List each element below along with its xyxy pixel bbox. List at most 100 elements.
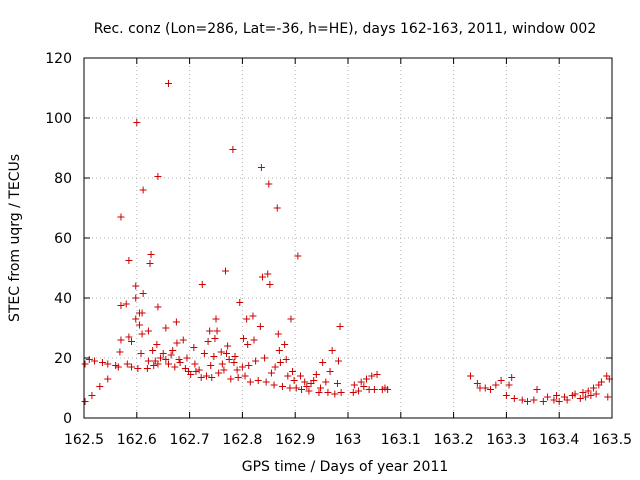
y-axis-label: STEC from uqrg / TECUs xyxy=(7,154,23,322)
data-point xyxy=(245,362,253,369)
data-point xyxy=(315,389,323,396)
data-point xyxy=(125,333,133,341)
data-point xyxy=(571,390,579,398)
data-point xyxy=(85,356,93,363)
data-point xyxy=(159,350,167,357)
x-tick-label: 162.7 xyxy=(170,432,210,448)
data-point xyxy=(220,366,228,374)
data-point xyxy=(252,357,260,365)
data-point xyxy=(154,173,162,180)
data-point xyxy=(211,335,219,342)
data-point xyxy=(192,368,200,375)
data-point xyxy=(505,381,513,389)
data-point xyxy=(162,324,170,332)
y-tick-label: 80 xyxy=(54,171,72,187)
data-point xyxy=(331,390,339,398)
data-point xyxy=(137,350,145,357)
data-point xyxy=(117,302,125,309)
data-point xyxy=(157,354,165,362)
y-tick-label: 100 xyxy=(45,111,72,127)
data-point xyxy=(197,374,205,381)
data-point xyxy=(98,359,106,366)
data-point xyxy=(290,377,298,384)
data-point xyxy=(175,356,183,363)
data-point xyxy=(384,386,392,393)
data-point xyxy=(481,384,489,392)
data-point xyxy=(128,338,136,345)
data-point xyxy=(355,387,363,395)
data-point xyxy=(357,378,365,386)
x-tick-label: 162.6 xyxy=(117,432,157,448)
data-point xyxy=(198,281,206,288)
data-point xyxy=(305,387,313,395)
data-point xyxy=(81,398,89,405)
data-point xyxy=(208,374,216,381)
data-point xyxy=(187,371,195,378)
data-point xyxy=(241,372,249,380)
data-point xyxy=(555,398,563,405)
y-tick-label: 60 xyxy=(54,231,72,247)
data-point xyxy=(139,290,147,297)
data-point xyxy=(164,360,172,368)
data-point xyxy=(487,386,495,393)
data-point xyxy=(150,362,158,369)
data-point xyxy=(533,386,541,393)
data-point xyxy=(265,180,273,188)
data-point xyxy=(179,336,187,344)
data-point xyxy=(310,377,318,384)
data-point xyxy=(286,384,294,392)
data-point xyxy=(250,336,258,344)
data-point xyxy=(584,387,592,395)
data-point xyxy=(104,360,112,368)
data-point xyxy=(510,395,518,402)
data-point xyxy=(239,335,247,342)
data-point xyxy=(132,315,140,323)
data-point xyxy=(138,309,146,317)
y-tick-label: 0 xyxy=(63,411,72,427)
data-point xyxy=(275,347,283,354)
data-point xyxy=(267,369,275,377)
x-tick-label: 163.1 xyxy=(381,432,421,448)
data-point xyxy=(373,371,381,378)
x-tick-label: 162.9 xyxy=(275,432,315,448)
data-point xyxy=(210,353,218,360)
data-point xyxy=(144,327,152,335)
data-point xyxy=(123,360,131,368)
data-point xyxy=(604,393,612,401)
data-point xyxy=(317,384,325,392)
data-point xyxy=(207,362,215,369)
data-point xyxy=(334,357,342,365)
x-tick-label: 162.5 xyxy=(64,432,104,448)
data-point xyxy=(502,392,510,399)
data-point xyxy=(590,384,598,392)
data-point xyxy=(154,303,162,311)
y-tick-label: 120 xyxy=(45,51,72,67)
data-point xyxy=(298,386,306,393)
data-point xyxy=(597,378,605,386)
data-point xyxy=(229,146,237,153)
data-point xyxy=(303,383,311,390)
data-point xyxy=(215,369,223,377)
x-tick-label: 163.3 xyxy=(486,432,526,448)
data-point xyxy=(508,374,516,381)
data-point xyxy=(191,360,199,368)
data-point xyxy=(587,392,595,399)
data-point xyxy=(134,365,142,372)
data-point xyxy=(200,350,208,357)
data-point xyxy=(154,360,162,368)
data-point xyxy=(544,393,552,401)
x-tick-label: 162.8 xyxy=(222,432,262,448)
data-point xyxy=(238,363,246,371)
data-point xyxy=(287,315,295,323)
data-point xyxy=(276,359,284,366)
data-point xyxy=(230,359,238,366)
data-point xyxy=(190,344,198,351)
data-point xyxy=(135,321,143,329)
data-point xyxy=(224,342,232,350)
x-tick-label: 163.5 xyxy=(592,432,632,448)
data-point xyxy=(274,330,282,338)
data-point xyxy=(225,356,233,363)
data-point xyxy=(524,398,532,405)
data-point xyxy=(132,294,140,302)
